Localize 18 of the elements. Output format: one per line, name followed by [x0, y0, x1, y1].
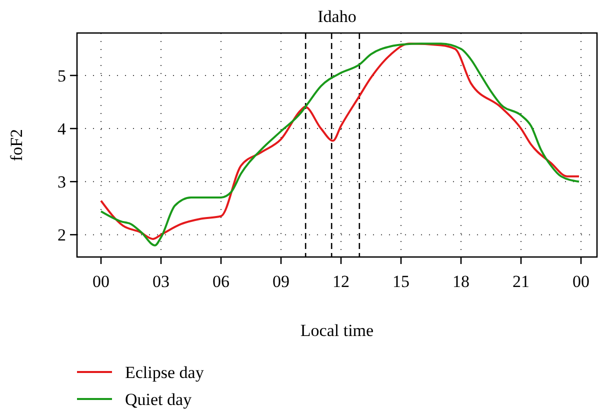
x-tick-label: 09 [272, 272, 290, 291]
x-tick-label: 03 [152, 272, 170, 291]
x-axis-title: Local time [300, 321, 374, 340]
x-tick-label: 15 [392, 272, 410, 291]
y-tick-label: 5 [58, 66, 66, 86]
y-axis-title: foF2 [7, 128, 26, 162]
y-tick-label: 3 [58, 172, 66, 192]
x-tick-label: 12 [332, 272, 350, 291]
legend-label: Eclipse day [125, 363, 204, 382]
x-tick-label: 18 [452, 272, 470, 291]
x-tick-label: 00 [92, 272, 110, 291]
x-tick-label: 21 [512, 272, 530, 291]
legend-label: Quiet day [125, 390, 192, 409]
x-tick-label: 00 [572, 272, 590, 291]
chart-title: Idaho [318, 7, 356, 26]
y-tick-label: 4 [58, 120, 66, 139]
y-tick-label: 2 [58, 226, 66, 245]
x-tick-label: 06 [212, 272, 230, 291]
